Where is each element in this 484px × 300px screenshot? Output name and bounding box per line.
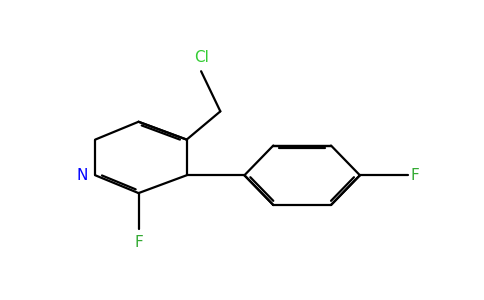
Text: Cl: Cl [194, 50, 209, 65]
Text: F: F [134, 235, 143, 250]
Text: N: N [76, 168, 88, 183]
Text: F: F [410, 168, 419, 183]
